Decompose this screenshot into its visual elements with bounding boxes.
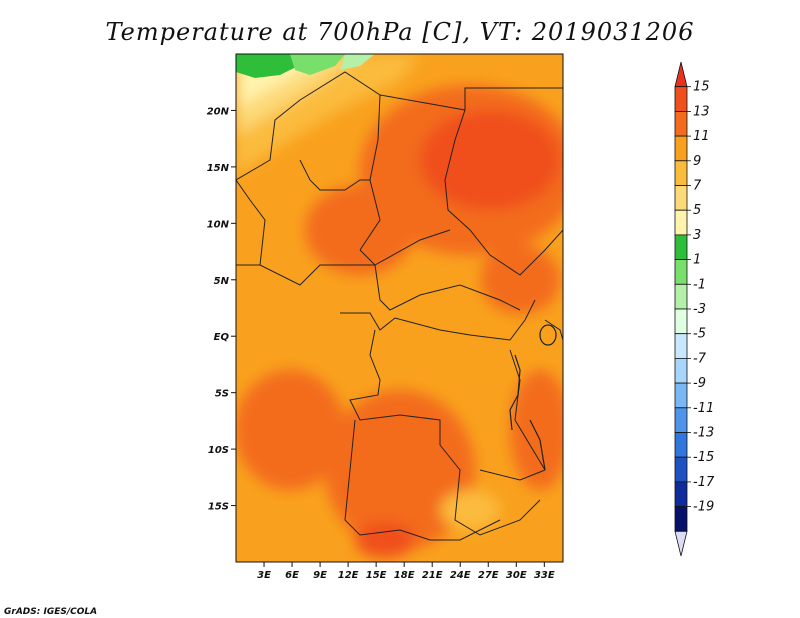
y-tick-label: EQ: [214, 332, 230, 343]
map-frame: [235, 53, 564, 563]
temperature-field-map: [236, 54, 563, 562]
colorbar-label: -15: [693, 450, 714, 465]
y-tick-label: 15N: [207, 163, 230, 174]
colorbar-label: -13: [693, 426, 714, 441]
x-tick-label: 15E: [366, 570, 387, 581]
grads-credit: GrADS: IGES/COLA: [4, 607, 97, 617]
y-axis: 20N 15N 10N 5N EQ 5S 10S 15S: [207, 106, 236, 513]
colorbar-cell: [674, 234, 688, 260]
colorbar-cell: [674, 407, 688, 433]
colorbar-cell: [674, 333, 688, 359]
colorbar-label: -7: [693, 351, 707, 366]
colorbar-label: 1: [693, 253, 701, 268]
colorbar-cell: [674, 283, 688, 310]
field-cold-patch-light: [290, 54, 345, 75]
colorbar-cell: [674, 135, 688, 162]
colorbar-label: -11: [693, 401, 714, 416]
colorbar-label: -19: [693, 500, 714, 515]
field-east-mild: [480, 245, 560, 315]
field-sudan-warmer: [420, 110, 560, 210]
colorbar-label: -3: [693, 302, 706, 317]
colorbar-cell: [674, 506, 688, 532]
field-cold-patch-dark: [236, 54, 300, 78]
chart-title: Temperature at 700hPa [C], VT: 201903120…: [106, 18, 695, 46]
colorbar-cell: [674, 432, 688, 458]
x-tick-label: 3E: [257, 570, 271, 581]
x-tick-label: 21E: [422, 570, 443, 581]
colorbar-label: 7: [693, 179, 702, 194]
x-tick-label: 18E: [394, 570, 415, 581]
field-angola-warm: [325, 390, 475, 550]
x-tick-label: 24E: [450, 570, 471, 581]
field-southeast-warm: [510, 370, 563, 490]
country-borders: [236, 71, 563, 541]
colorbar-label: -5: [693, 327, 706, 342]
colorbar-label: 9: [693, 154, 701, 169]
colorbar-cell: [674, 111, 688, 137]
y-tick-label: 10N: [207, 219, 230, 230]
x-tick-label: 12E: [338, 570, 359, 581]
colorbar-cell: [674, 481, 688, 507]
colorbar-label: 3: [693, 228, 701, 243]
y-tick-label: 5N: [214, 276, 230, 287]
x-tick-label: 9E: [313, 570, 327, 581]
field-central-warm: [305, 185, 415, 275]
y-tick-label: 10S: [208, 445, 229, 456]
colorbar-label: 5: [693, 203, 701, 218]
colorbar-cell: [674, 185, 688, 211]
y-tick-label: 20N: [207, 106, 230, 117]
colorbar-label: -9: [693, 376, 706, 391]
colorbar-label: -17: [693, 475, 715, 490]
colorbar-top-triangle: [674, 61, 688, 88]
colorbar-cell: [674, 382, 688, 409]
y-tick-label: 15S: [208, 502, 229, 513]
field-south-hot: [355, 522, 415, 558]
x-tick-label: 6E: [285, 570, 299, 581]
x-tick-label: 27E: [478, 570, 499, 581]
x-axis: 3E 6E 9E 12E 15E 18E 21E 24E 27E 30E 33E: [257, 562, 555, 581]
field-cold-patch-pale: [340, 54, 375, 70]
colorbar: 15 13 11 9 7 5 3 1 -1 -3 -5 -7 -9 -11 -13 -15 -17 -19: [674, 61, 715, 557]
colorbar-cell: [674, 160, 688, 186]
colorbar-cell: [674, 209, 688, 236]
colorbar-cell: [674, 308, 688, 335]
colorbar-label: 15: [693, 80, 710, 95]
colorbar-cell: [674, 456, 688, 483]
colorbar-label: -1: [693, 277, 706, 292]
x-tick-label: 33E: [534, 570, 555, 581]
colorbar-bottom-triangle: [674, 530, 688, 557]
colorbar-cell: [674, 86, 688, 112]
x-tick-label: 30E: [506, 570, 527, 581]
y-tick-label: 5S: [215, 389, 229, 400]
colorbar-label: 13: [693, 104, 710, 119]
colorbar-cell: [674, 259, 688, 285]
colorbar-label: 11: [693, 129, 710, 144]
colorbar-cell: [674, 357, 688, 384]
lakes: [509, 324, 557, 471]
field-southwest-warm: [236, 370, 345, 490]
